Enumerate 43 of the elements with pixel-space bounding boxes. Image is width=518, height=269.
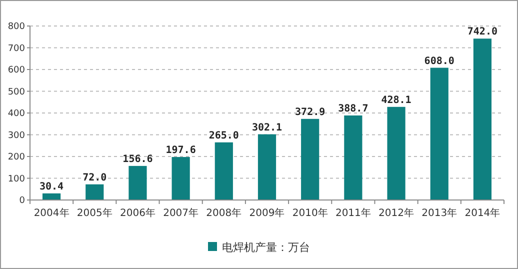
y-tick-label: 0 (19, 196, 26, 206)
data-label: 302.1 (252, 122, 282, 134)
bar (214, 142, 233, 200)
y-tick-label: 100 (8, 174, 26, 184)
bar (86, 184, 104, 200)
data-label: 372.9 (295, 106, 326, 118)
x-tick-label: 2009年 (249, 207, 285, 219)
x-tick-label: 2007年 (163, 207, 199, 219)
data-label: 608.0 (424, 56, 454, 67)
data-label: 265.0 (208, 130, 239, 142)
x-tick-label: 2008年 (206, 207, 242, 219)
data-label: 156.6 (122, 154, 153, 165)
bar (258, 134, 276, 200)
y-tick-label: 200 (8, 152, 26, 163)
y-tick-label: 400 (8, 109, 26, 120)
legend-label: 电焊机产量：万台 (222, 240, 310, 254)
x-tick-label: 2014年 (464, 207, 500, 219)
x-tick-label: 2011年 (335, 207, 371, 219)
data-label: 428.1 (381, 94, 412, 106)
data-label: 30.4 (40, 181, 64, 192)
bar (128, 166, 147, 200)
data-label: 388.7 (338, 103, 368, 114)
bar (473, 38, 492, 200)
y-tick-label: 600 (8, 66, 26, 76)
bar (344, 115, 362, 200)
x-tick-label: 2006年 (120, 207, 156, 219)
x-tick-label: 2013年 (422, 207, 458, 219)
y-tick-label: 500 (8, 87, 26, 98)
bar (301, 118, 320, 200)
bar (172, 157, 190, 200)
bar (387, 106, 406, 200)
y-tick-label: 700 (8, 44, 26, 54)
bar (430, 68, 448, 200)
x-tick-label: 2012年 (378, 207, 414, 219)
y-tick-label: 800 (8, 22, 26, 32)
data-label: 197.6 (166, 145, 196, 156)
data-label: 72.0 (82, 172, 107, 184)
data-label: 742.0 (467, 26, 498, 38)
x-tick-label: 2010年 (292, 207, 328, 219)
x-tick-label: 2004年 (34, 207, 70, 219)
y-tick-label: 300 (8, 130, 26, 141)
bar (42, 193, 61, 200)
x-tick-label: 2005年 (76, 207, 112, 219)
